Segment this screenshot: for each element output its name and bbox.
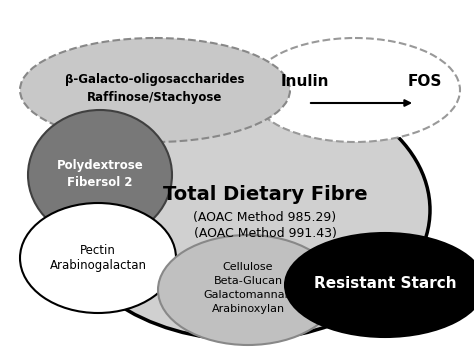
Text: Fibersol 2: Fibersol 2 bbox=[67, 177, 133, 189]
Text: Pectin: Pectin bbox=[80, 244, 116, 257]
Text: (AOAC Method 991.43): (AOAC Method 991.43) bbox=[193, 227, 337, 240]
Text: Arabinoxylan: Arabinoxylan bbox=[211, 304, 284, 314]
Text: Raffinose/Stachyose: Raffinose/Stachyose bbox=[87, 91, 223, 104]
Text: Galactomannan: Galactomannan bbox=[204, 290, 292, 300]
Text: Arabinogalactan: Arabinogalactan bbox=[49, 258, 146, 272]
Text: Polydextrose: Polydextrose bbox=[56, 159, 143, 171]
Ellipse shape bbox=[285, 233, 474, 337]
Text: Beta-Glucan: Beta-Glucan bbox=[213, 276, 283, 286]
Text: FOS: FOS bbox=[408, 74, 442, 90]
Text: β-Galacto-oligosaccharides: β-Galacto-oligosaccharides bbox=[65, 74, 245, 86]
Ellipse shape bbox=[28, 110, 172, 240]
Text: Total Dietary Fibre: Total Dietary Fibre bbox=[163, 185, 367, 205]
Text: (AOAC Method 985.29): (AOAC Method 985.29) bbox=[193, 211, 337, 224]
Ellipse shape bbox=[20, 203, 176, 313]
Ellipse shape bbox=[158, 235, 338, 345]
Ellipse shape bbox=[250, 38, 460, 142]
Ellipse shape bbox=[60, 80, 430, 340]
Text: Cellulose: Cellulose bbox=[223, 262, 273, 272]
Text: Inulin: Inulin bbox=[281, 74, 329, 90]
Text: Resistant Starch: Resistant Starch bbox=[314, 275, 456, 291]
Ellipse shape bbox=[20, 38, 290, 142]
